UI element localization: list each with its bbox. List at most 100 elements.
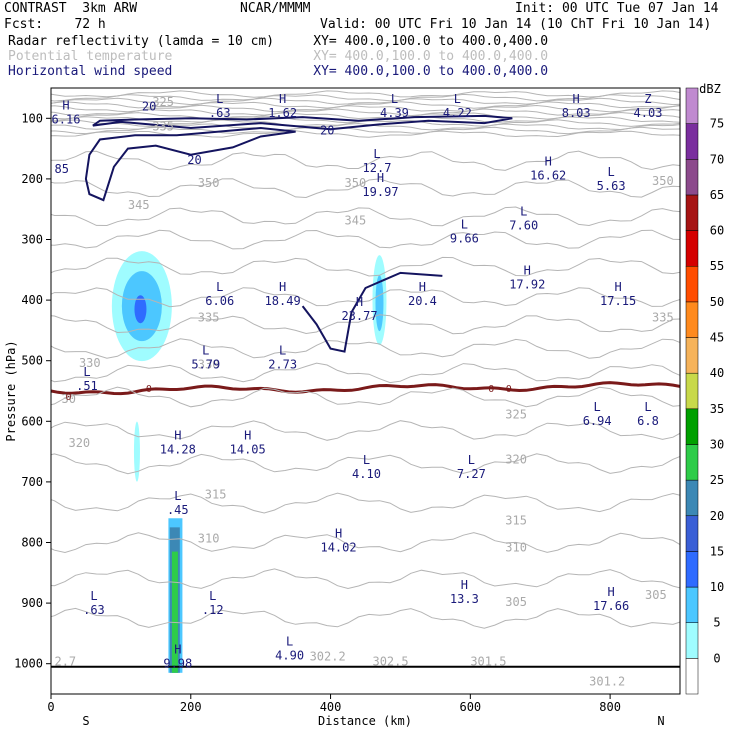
theta-label: 335 bbox=[652, 310, 674, 324]
reflectivity-cell bbox=[375, 275, 384, 332]
extremum-value: 6.06 bbox=[205, 294, 234, 308]
extremum-value: 6.94 bbox=[583, 414, 612, 428]
field-reflectivity: Radar reflectivity (lamda = 10 cm) XY= 4… bbox=[8, 34, 549, 49]
extremum-value: 5.63 bbox=[597, 179, 626, 193]
wind-label: 20 bbox=[142, 99, 156, 113]
theta-label: 315 bbox=[205, 487, 227, 501]
extremum-letter: H bbox=[524, 264, 531, 278]
theta-label: 310 bbox=[198, 532, 220, 546]
y-axis-label: Pressure (hPa) bbox=[4, 340, 18, 441]
theta-contour bbox=[51, 338, 680, 359]
colorbar-tick-label: 10 bbox=[710, 580, 724, 594]
extremum-letter: L bbox=[174, 489, 181, 503]
forecast-hour: Fcst: 72 h bbox=[4, 17, 106, 32]
extremum-letter: L bbox=[216, 280, 223, 294]
theta-contour bbox=[51, 453, 680, 475]
extremum-value: 9.66 bbox=[450, 232, 479, 246]
theta-label: 350 bbox=[345, 176, 367, 190]
extremum-value: 16.62 bbox=[530, 169, 566, 183]
colorbar-tick-label: 30 bbox=[710, 437, 724, 451]
y-tick-label: 500 bbox=[21, 354, 43, 368]
theta-label: 325 bbox=[505, 407, 527, 421]
extremum-value: 18.49 bbox=[265, 294, 301, 308]
colorbar-swatch bbox=[685, 444, 699, 481]
extremum-letter: L bbox=[391, 92, 398, 106]
colorbar-tick-label: 60 bbox=[710, 224, 724, 238]
extremum-letter: L bbox=[286, 635, 293, 649]
theta-contour bbox=[51, 206, 680, 227]
extremum-letter: H bbox=[608, 585, 615, 599]
theta-contour bbox=[51, 104, 680, 113]
theta-contour bbox=[51, 229, 680, 250]
extremum-letter: H bbox=[419, 280, 426, 294]
y-tick-label: 100 bbox=[21, 111, 43, 125]
theta-contour bbox=[51, 97, 680, 106]
theta-label: 30 bbox=[61, 392, 75, 406]
x-tick-label: 800 bbox=[599, 700, 621, 714]
theta-label: 301.2 bbox=[589, 675, 625, 689]
extremum-value: 4.03 bbox=[634, 106, 663, 120]
theta-label: 302.5 bbox=[372, 655, 408, 669]
extremum-value: 14.28 bbox=[160, 443, 196, 457]
extremum-letter: L bbox=[373, 147, 380, 161]
extremum-letter: L bbox=[90, 589, 97, 603]
theta-contour bbox=[51, 256, 680, 277]
extremum-value: 4.10 bbox=[352, 467, 381, 481]
theta-contour bbox=[51, 607, 680, 629]
extremum-letter: H bbox=[62, 98, 69, 112]
colorbar-swatch bbox=[685, 408, 699, 445]
extremum-value: 17.92 bbox=[509, 278, 545, 292]
extremum-letter: L bbox=[202, 344, 209, 358]
theta-label: 2.7 bbox=[54, 655, 76, 669]
init-time: Init: 00 UTC Tue 07 Jan 14 bbox=[515, 1, 719, 16]
colorbar-swatch bbox=[685, 337, 699, 374]
extremum-letter: H bbox=[244, 429, 251, 443]
theta-label: 335 bbox=[152, 119, 174, 133]
extremum-value: 17.66 bbox=[593, 599, 629, 613]
colorbar-swatch bbox=[685, 230, 699, 267]
colorbar-tick-label: 25 bbox=[710, 473, 724, 487]
theta-contour bbox=[51, 130, 680, 138]
colorbar-tick-label: 65 bbox=[710, 188, 724, 202]
colorbar-tick-label: 70 bbox=[710, 152, 724, 166]
colorbar-tick-label: 50 bbox=[710, 295, 724, 309]
colorbar-swatch bbox=[685, 479, 699, 517]
wind-contour bbox=[92, 114, 513, 131]
theta-label: 350 bbox=[652, 174, 674, 188]
y-tick-label: 900 bbox=[21, 596, 43, 610]
extremum-letter: H bbox=[573, 92, 580, 106]
wind-contour bbox=[301, 271, 443, 353]
colorbar-swatch bbox=[685, 159, 699, 196]
extremum-value: 7.60 bbox=[509, 218, 538, 232]
theta-label: 302.2 bbox=[310, 650, 346, 664]
colorbar-swatch bbox=[685, 622, 699, 659]
reflectivity-cell bbox=[134, 295, 147, 324]
x-end-label-south: S bbox=[82, 714, 89, 728]
colorbar-swatch bbox=[685, 301, 699, 338]
extremum-value: 6.8 bbox=[637, 414, 659, 428]
colorbar-tick-label: 40 bbox=[710, 366, 724, 380]
colorbar-swatch bbox=[685, 515, 699, 552]
theta-contour bbox=[51, 386, 680, 408]
colorbar-swatch bbox=[685, 586, 699, 623]
colorbar-swatch bbox=[685, 194, 699, 231]
field-wind-speed: Horizontal wind speed XY= 400.0,100.0 to… bbox=[8, 64, 549, 79]
extremum-value: 6.16 bbox=[52, 112, 81, 126]
y-tick-label: 700 bbox=[21, 475, 43, 489]
x-end-label-north: N bbox=[657, 714, 664, 728]
extremum-value: 4.90 bbox=[275, 649, 304, 663]
extremum-value: 4.22 bbox=[443, 106, 472, 120]
colorbar-swatch bbox=[685, 551, 699, 588]
y-tick-label: 200 bbox=[21, 172, 43, 186]
theta-label: 310 bbox=[505, 541, 527, 555]
x-tick-label: 0 bbox=[47, 700, 54, 714]
extremum-letter: H bbox=[174, 429, 181, 443]
theta-contour bbox=[51, 126, 680, 135]
valid-time: Valid: 00 UTC Fri 10 Jan 14 (10 ChT Fri … bbox=[320, 17, 712, 32]
model-title: CONTRAST 3km ARW bbox=[4, 1, 138, 16]
colorbar-tick-label: 35 bbox=[710, 402, 724, 416]
theta-contour bbox=[51, 420, 680, 441]
extremum-value: 20.4 bbox=[408, 294, 437, 308]
extremum-letter: H bbox=[279, 280, 286, 294]
extremum-value: 4.39 bbox=[380, 106, 409, 120]
